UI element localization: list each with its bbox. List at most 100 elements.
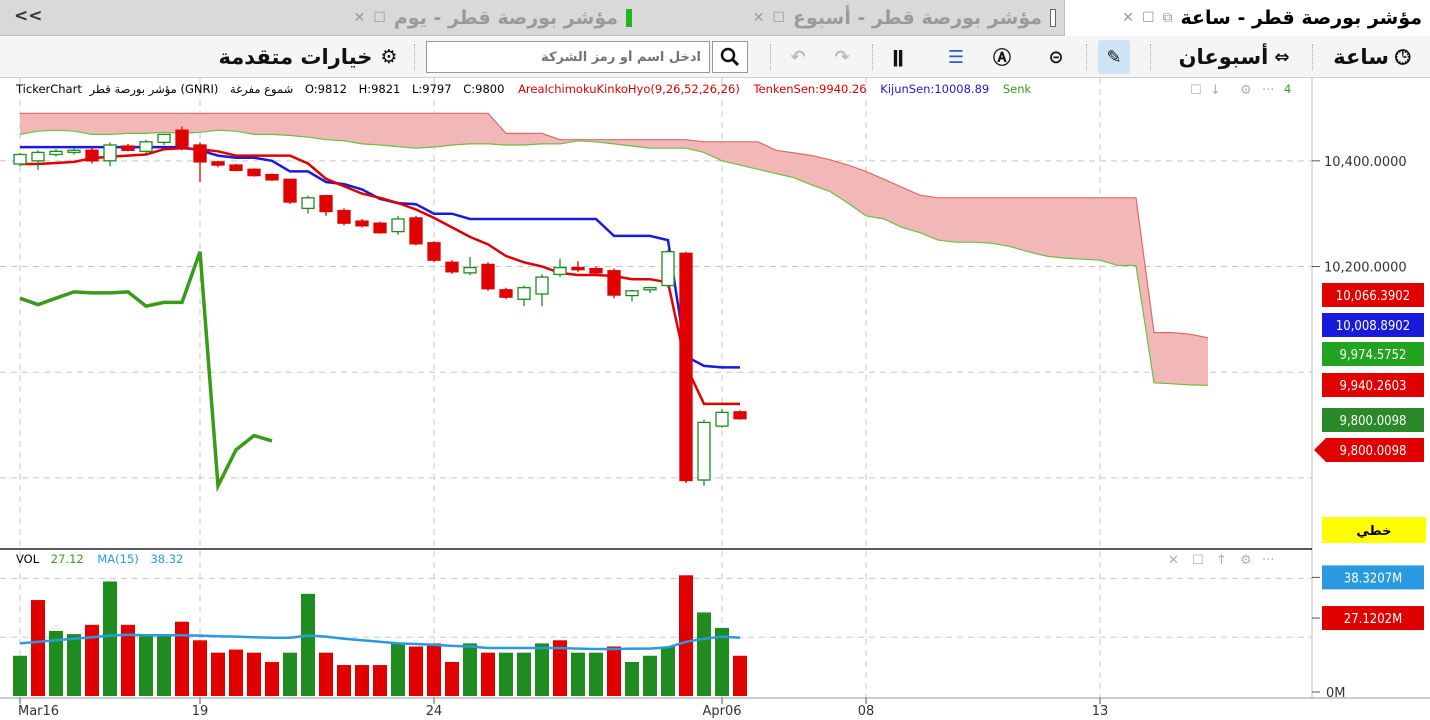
tab-close-icon[interactable]: ✕ bbox=[752, 10, 765, 26]
vol-ma-label: MA(15) bbox=[97, 552, 138, 566]
candle-body bbox=[301, 197, 315, 210]
trading-levels-button[interactable]: ☰ bbox=[940, 40, 972, 74]
interval-label: ساعة bbox=[1333, 45, 1389, 69]
pane-more-icon[interactable]: ··· bbox=[1262, 553, 1274, 568]
tab-weekly[interactable]: مؤشر بورصة قطر - أسبوع ☐ ✕ bbox=[640, 0, 1064, 36]
candle-body bbox=[67, 149, 81, 154]
advanced-options-button[interactable]: ⚙ خيارات متقدمة bbox=[206, 40, 410, 74]
pane-close-icon[interactable]: ✕ bbox=[1168, 553, 1179, 568]
volume-bar bbox=[49, 631, 63, 696]
volume-bar bbox=[625, 661, 639, 696]
tab-color-swatch bbox=[626, 9, 632, 27]
candle-body bbox=[499, 289, 513, 298]
search-button[interactable] bbox=[712, 41, 748, 73]
pencil-icon: ✎ bbox=[1106, 46, 1122, 68]
undo-button[interactable]: ↶ bbox=[782, 40, 814, 74]
drawing-tools-button[interactable]: ✎ bbox=[1098, 40, 1130, 74]
tab-bar: مؤشر بورصة قطر - ساعة ⧉ ☐ ✕ مؤشر بورصة ق… bbox=[0, 0, 1430, 36]
scale-type-button[interactable]: خطي bbox=[1322, 517, 1426, 543]
pane-down-icon[interactable]: ↓ bbox=[1210, 83, 1221, 98]
tab-maximize-icon[interactable]: ☐ bbox=[373, 10, 386, 26]
volume-bar bbox=[607, 646, 621, 696]
candle-body bbox=[13, 153, 27, 165]
redo-button[interactable]: ↷ bbox=[826, 40, 858, 74]
tab-close-icon[interactable]: ✕ bbox=[353, 10, 366, 26]
tab-hourly[interactable]: مؤشر بورصة قطر - ساعة ⧉ ☐ ✕ bbox=[1064, 0, 1430, 36]
volume-tag bbox=[1322, 606, 1424, 631]
info-close: C:9800 bbox=[463, 82, 504, 96]
price-tag bbox=[1322, 283, 1424, 307]
candle-body bbox=[409, 217, 423, 245]
tab-close-icon[interactable]: ✕ bbox=[1122, 10, 1134, 26]
senkou-span-a-line bbox=[20, 112, 1209, 339]
alert-a-icon: Ⓐ bbox=[993, 48, 1011, 69]
candle-body bbox=[319, 195, 333, 213]
tab-float-icon[interactable]: ⧉ bbox=[1162, 10, 1173, 26]
price-tag bbox=[1322, 342, 1424, 366]
volume-bar bbox=[661, 646, 675, 696]
alerts-button[interactable]: Ⓐ bbox=[986, 40, 1018, 74]
volume-bar bbox=[337, 665, 351, 696]
pane-more-icon[interactable]: ··· bbox=[1262, 83, 1274, 98]
price-tag bbox=[1322, 408, 1424, 432]
tab-maximize-icon[interactable]: ☐ bbox=[1141, 10, 1155, 26]
volume-bar bbox=[319, 652, 333, 696]
tab-daily[interactable]: مؤشر بورصة قطر - يوم ☐ ✕ bbox=[230, 0, 640, 36]
chikou-span-line bbox=[19, 251, 273, 493]
pane-up-icon[interactable]: ↑ bbox=[1216, 553, 1227, 568]
volume-bar bbox=[31, 600, 45, 696]
time-axis[interactable]: Mar16 19 24 Apr06 08 13 bbox=[18, 698, 1108, 719]
info-line: TickerChart مؤشر بورصة قطر (GNRI) شموع م… bbox=[15, 82, 1032, 97]
volume-bar bbox=[211, 652, 225, 696]
candle-body bbox=[463, 266, 477, 274]
info-tenken: TenkenSen:9940.26 bbox=[752, 82, 866, 96]
separator bbox=[1312, 44, 1313, 70]
tab-color-swatch bbox=[1050, 9, 1056, 27]
volume-bar bbox=[391, 643, 405, 696]
price-axis[interactable]: 10,400.0000 10,200.0000 bbox=[1312, 155, 1407, 276]
volume-bar bbox=[589, 652, 603, 696]
search-icon bbox=[720, 47, 740, 67]
time-tick-label: 24 bbox=[426, 704, 443, 719]
candle-body bbox=[607, 270, 621, 296]
time-tick-label: 13 bbox=[1092, 704, 1109, 719]
advanced-options-label: خيارات متقدمة bbox=[218, 45, 373, 69]
time-tick-label: 19 bbox=[192, 704, 209, 719]
period-button[interactable]: ⇔ أسبوعان bbox=[1160, 40, 1308, 74]
pane-maximize-icon[interactable]: ☐ bbox=[1190, 83, 1202, 98]
volume-bar bbox=[373, 665, 387, 696]
vol-label: VOL bbox=[16, 552, 40, 566]
tab-hourly-label: مؤشر بورصة قطر - ساعة bbox=[1180, 7, 1422, 29]
separator bbox=[1086, 44, 1087, 70]
candle-body bbox=[481, 263, 495, 290]
collapse-tabs-button[interactable]: << bbox=[14, 6, 43, 26]
interval-button[interactable]: 🕒︎ ساعة bbox=[1320, 40, 1424, 74]
candle-body bbox=[373, 222, 387, 234]
info-symbol: مؤشر بورصة قطر (GNRI) bbox=[89, 82, 219, 97]
volume-axis[interactable]: 38.3207M 27.1202M 0M bbox=[1312, 565, 1424, 701]
pane-maximize-icon[interactable]: ☐ bbox=[1192, 553, 1204, 568]
price-tag-label: 9,800.0098 bbox=[1340, 414, 1407, 429]
chart-area[interactable]: TickerChart مؤشر بورصة قطر (GNRI) شموع م… bbox=[0, 78, 1430, 720]
candle-body bbox=[679, 252, 693, 482]
pane-settings-icon[interactable]: ⚙ bbox=[1240, 83, 1252, 98]
price-tick-label: 10,400.0000 bbox=[1324, 155, 1407, 170]
tab-maximize-icon[interactable]: ☐ bbox=[772, 10, 785, 26]
price-tag-label: 9,940.2603 bbox=[1340, 379, 1407, 394]
candle-body bbox=[355, 220, 369, 227]
redo-icon: ↷ bbox=[834, 46, 850, 68]
candle-body bbox=[283, 178, 297, 203]
info-senkou: Senk bbox=[1003, 82, 1032, 96]
volume-bar bbox=[67, 634, 81, 696]
separator bbox=[770, 44, 771, 70]
pane-settings-icon[interactable]: ⚙ bbox=[1240, 553, 1252, 568]
candle-body bbox=[211, 161, 225, 166]
chart-type-button[interactable]: ǁ bbox=[882, 40, 914, 74]
volume-bar bbox=[355, 665, 369, 696]
company-search-input[interactable] bbox=[426, 41, 710, 73]
candle-body bbox=[571, 266, 585, 271]
candle-body bbox=[661, 251, 675, 287]
volume-tick-label: 38.3207M bbox=[1344, 571, 1402, 586]
volume-bar bbox=[301, 593, 315, 696]
indicators-button[interactable]: ⊝ bbox=[1040, 40, 1072, 74]
